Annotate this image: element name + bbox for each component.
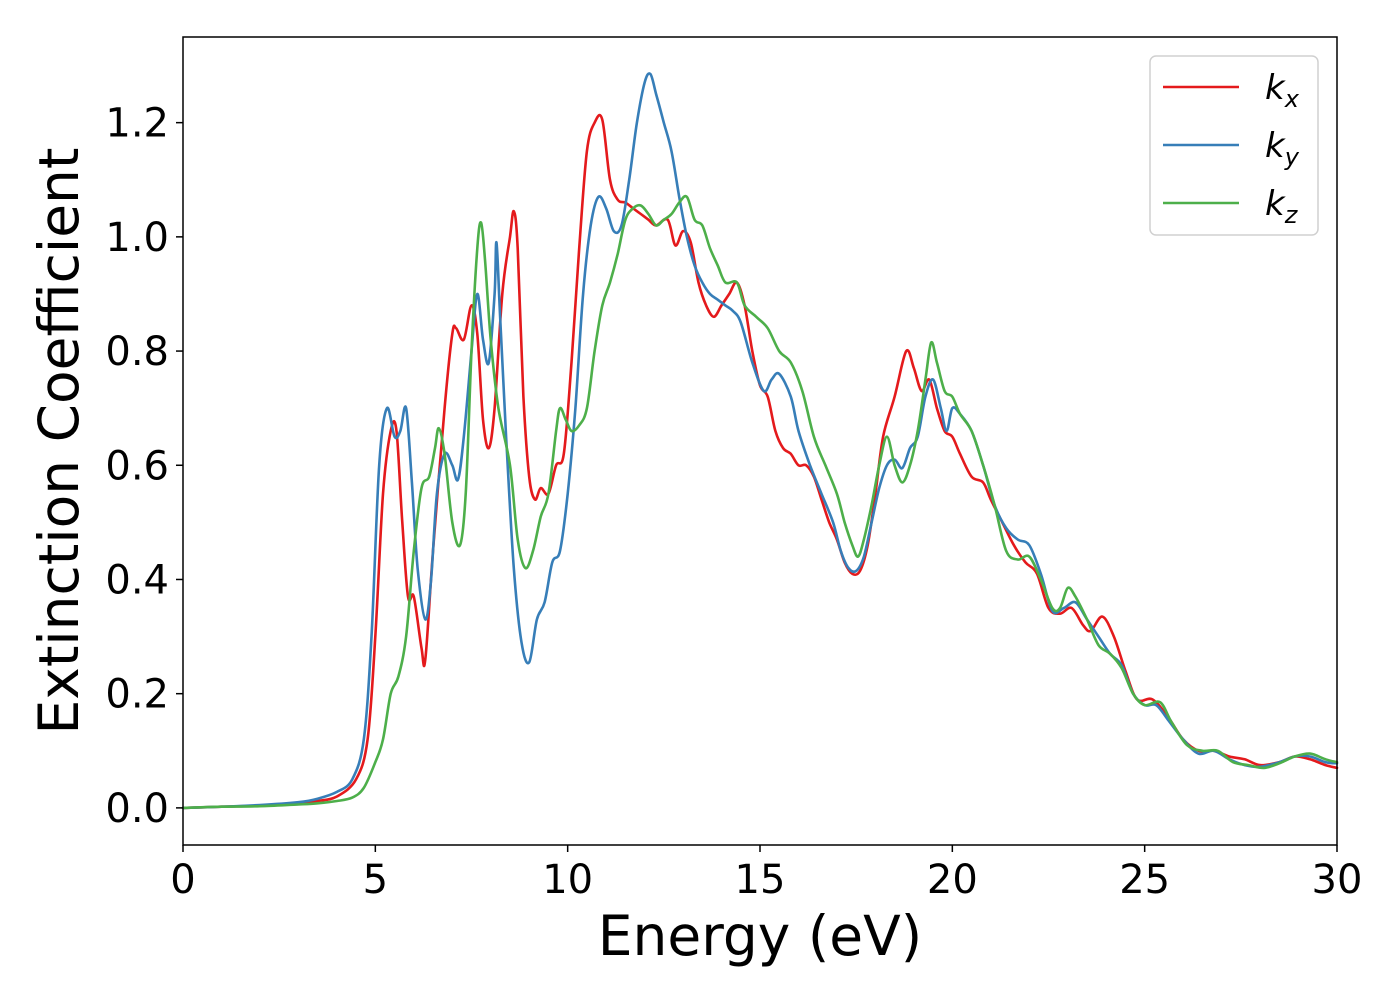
y-ticks: 0.0 0.2 0.4 0.6 0.8 1.0 1.2 (105, 101, 183, 832)
legend: kx ky kz (1149, 55, 1319, 236)
y-tick-label: 0.6 (105, 443, 169, 489)
series-group (181, 72, 1339, 810)
y-tick-label: 0.2 (105, 672, 169, 718)
x-axis-label: Energy (eV) (598, 904, 922, 968)
x-tick-label: 30 (1312, 857, 1363, 903)
x-tick-label: 5 (363, 857, 388, 903)
legend-label-kx: kx (1265, 68, 1300, 113)
y-tick-label: 0.8 (105, 329, 169, 375)
x-tick-label: 20 (927, 857, 978, 903)
x-tick-label: 15 (735, 857, 786, 903)
series-line-kz (181, 194, 1339, 810)
y-tick-label: 1.2 (105, 101, 169, 147)
legend-label-ky: ky (1265, 126, 1300, 171)
series-line-kx (181, 113, 1339, 810)
y-axis-label: Extinction Coefficient (27, 148, 91, 735)
x-tick-label: 10 (542, 857, 593, 903)
x-ticks: 0 5 10 15 20 25 30 (170, 845, 1362, 903)
plot-area (183, 37, 1337, 845)
x-tick-label: 0 (170, 857, 195, 903)
x-tick-label: 25 (1119, 857, 1170, 903)
y-tick-label: 0.4 (105, 557, 169, 603)
series-line-ky (181, 72, 1339, 810)
y-tick-label: 1.0 (105, 215, 169, 261)
legend-label-kz: kz (1265, 184, 1299, 229)
y-tick-label: 0.0 (105, 786, 169, 832)
